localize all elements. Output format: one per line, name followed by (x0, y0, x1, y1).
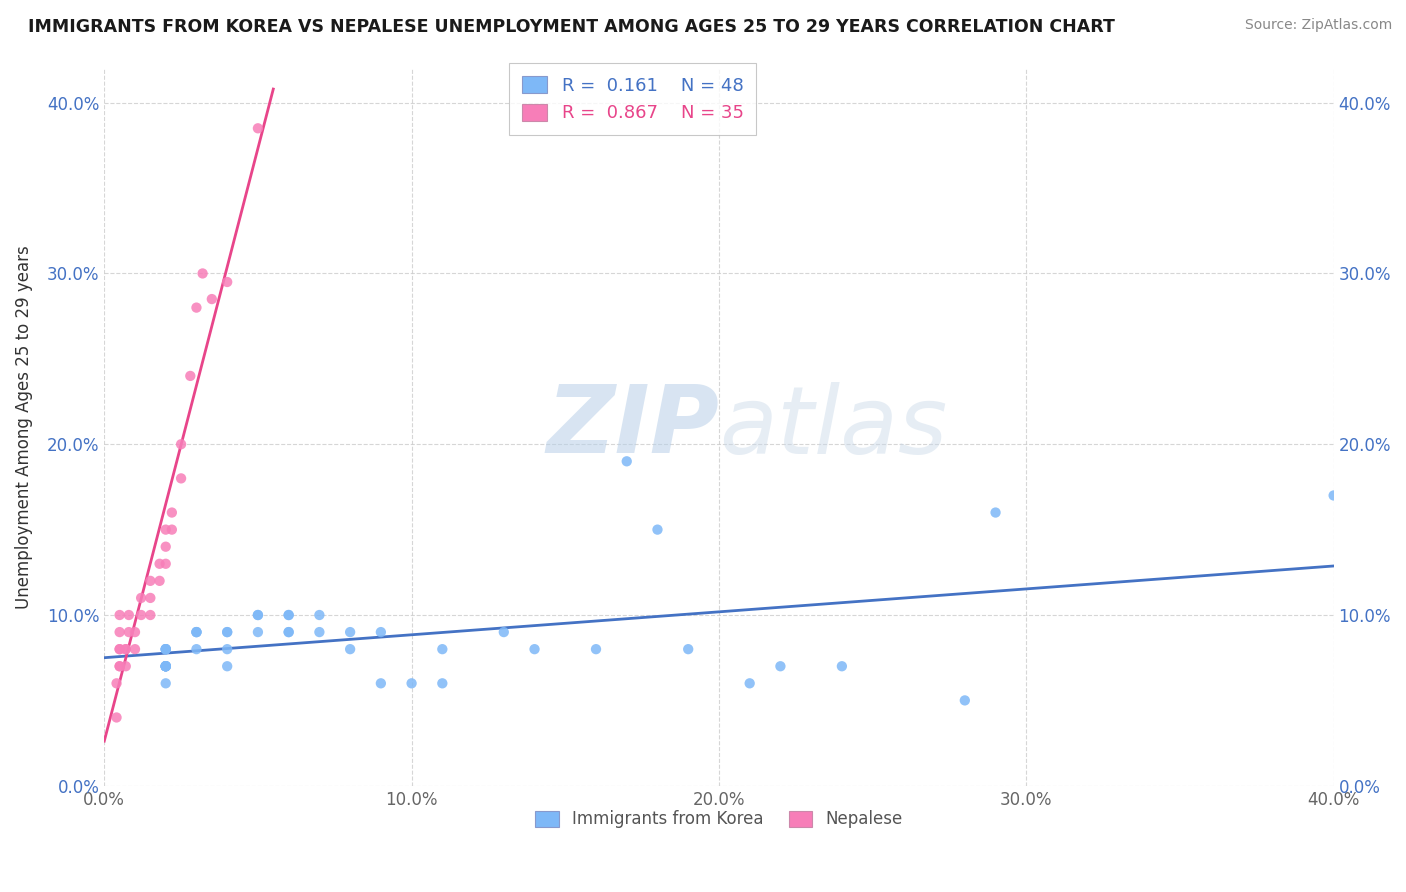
Point (170, 471, 193, 485)
Point (108, 607, 131, 622)
Point (155, 642, 177, 657)
Point (277, 625, 299, 640)
Point (155, 659, 177, 673)
Text: ZIP: ZIP (546, 381, 718, 473)
Point (160, 506, 183, 520)
Point (401, 676, 423, 690)
Point (186, 625, 208, 640)
Point (148, 574, 170, 588)
Point (108, 659, 131, 673)
Point (277, 607, 299, 622)
Point (155, 642, 177, 657)
Point (246, 121, 269, 136)
Point (492, 625, 515, 640)
Point (114, 642, 136, 657)
Point (432, 676, 454, 690)
Point (124, 625, 146, 640)
Point (217, 625, 239, 640)
Point (118, 607, 141, 622)
Point (114, 642, 136, 657)
Point (217, 659, 239, 673)
Point (155, 642, 177, 657)
Point (129, 607, 152, 622)
Point (246, 607, 269, 622)
Point (155, 557, 177, 571)
Point (108, 625, 131, 640)
Point (155, 659, 177, 673)
Point (217, 625, 239, 640)
Point (155, 642, 177, 657)
Point (201, 292, 224, 306)
Point (105, 710, 128, 724)
Point (155, 676, 177, 690)
Point (118, 625, 141, 640)
Point (432, 642, 454, 657)
Text: atlas: atlas (718, 382, 948, 473)
Point (108, 659, 131, 673)
Point (160, 523, 183, 537)
Point (277, 625, 299, 640)
Point (124, 642, 146, 657)
Point (339, 642, 361, 657)
Point (953, 693, 976, 707)
Point (308, 607, 330, 622)
Point (831, 659, 853, 673)
Point (676, 642, 699, 657)
Point (191, 267, 214, 281)
Point (308, 625, 330, 640)
Point (186, 625, 208, 640)
Point (155, 659, 177, 673)
Point (155, 659, 177, 673)
Point (155, 540, 177, 554)
Point (217, 275, 239, 289)
Point (186, 625, 208, 640)
Point (186, 301, 208, 315)
Point (170, 437, 193, 451)
Point (155, 523, 177, 537)
Point (105, 676, 128, 690)
Point (108, 642, 131, 657)
Point (647, 523, 669, 537)
Point (370, 676, 392, 690)
Point (523, 642, 546, 657)
Point (114, 659, 136, 673)
Y-axis label: Unemployment Among Ages 25 to 29 years: Unemployment Among Ages 25 to 29 years (15, 245, 32, 609)
Point (155, 659, 177, 673)
Point (616, 454, 638, 468)
Point (139, 591, 162, 605)
Point (585, 642, 607, 657)
Text: IMMIGRANTS FROM KOREA VS NEPALESE UNEMPLOYMENT AMONG AGES 25 TO 29 YEARS CORRELA: IMMIGRANTS FROM KOREA VS NEPALESE UNEMPL… (28, 18, 1115, 36)
Point (277, 607, 299, 622)
Text: Source: ZipAtlas.com: Source: ZipAtlas.com (1244, 18, 1392, 32)
Point (246, 607, 269, 622)
Point (738, 676, 761, 690)
Point (179, 368, 201, 383)
Point (155, 659, 177, 673)
Legend: Immigrants from Korea, Nepalese: Immigrants from Korea, Nepalese (529, 804, 910, 835)
Point (246, 625, 269, 640)
Point (139, 607, 162, 622)
Point (769, 659, 792, 673)
Point (370, 625, 392, 640)
Point (217, 642, 239, 657)
Point (186, 642, 208, 657)
Point (984, 506, 1007, 520)
Point (1323, 488, 1346, 502)
Point (129, 591, 152, 605)
Point (148, 557, 170, 571)
Point (139, 574, 162, 588)
Point (339, 625, 361, 640)
Point (108, 642, 131, 657)
Point (155, 659, 177, 673)
